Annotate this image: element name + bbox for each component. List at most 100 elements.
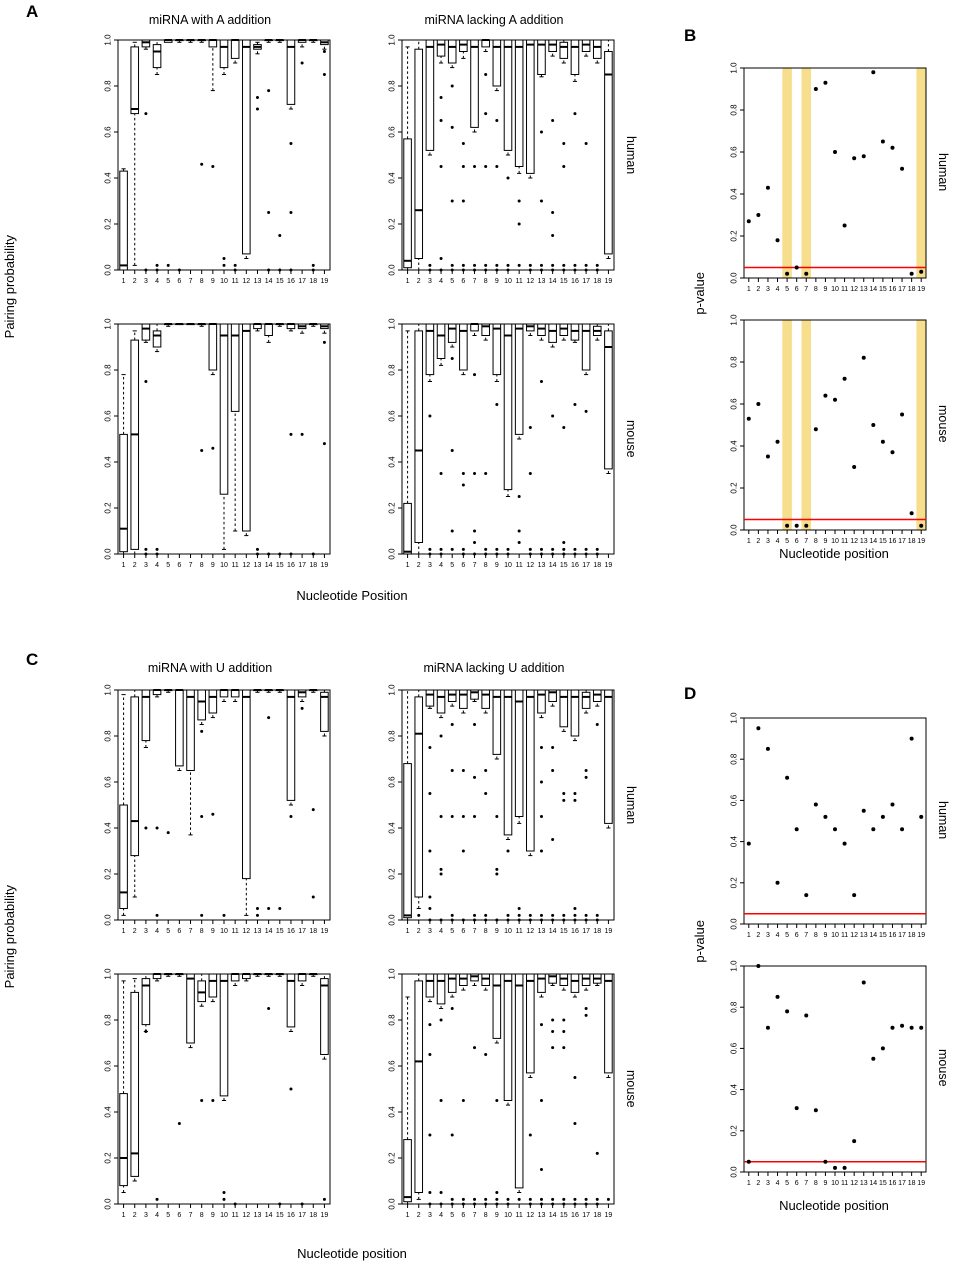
svg-text:19: 19 xyxy=(605,928,613,935)
svg-text:16: 16 xyxy=(287,562,295,569)
svg-text:3: 3 xyxy=(766,1180,770,1187)
svg-text:14: 14 xyxy=(265,278,273,285)
svg-text:11: 11 xyxy=(841,1180,848,1187)
panel-b-x-axis-label: Nucleotide position xyxy=(779,546,889,561)
svg-text:5: 5 xyxy=(785,286,789,293)
boxplot-c-with-u-mouse: 0.00.20.40.60.81.01 2 3 4 5 6 7 8 9 10 11 12 13 14 15 1… xyxy=(104,968,331,1219)
svg-text:0.6: 0.6 xyxy=(388,126,397,138)
svg-text:11: 11 xyxy=(232,928,239,935)
svg-text:0.4: 0.4 xyxy=(104,172,113,184)
svg-text:9: 9 xyxy=(823,932,827,939)
svg-text:19: 19 xyxy=(917,1180,925,1187)
svg-text:1: 1 xyxy=(747,932,751,939)
svg-text:8: 8 xyxy=(200,278,204,285)
svg-text:11: 11 xyxy=(232,278,239,285)
svg-text:6: 6 xyxy=(795,1180,799,1187)
svg-text:7: 7 xyxy=(473,278,477,285)
svg-text:19: 19 xyxy=(321,278,329,285)
svg-text:12: 12 xyxy=(242,928,250,935)
svg-text:4: 4 xyxy=(155,562,159,569)
panel-a-row-label-mouse: mouse xyxy=(624,420,638,458)
svg-text:6: 6 xyxy=(461,928,465,935)
svg-text:16: 16 xyxy=(889,932,897,939)
svg-text:13: 13 xyxy=(254,278,262,285)
svg-text:0.8: 0.8 xyxy=(730,1001,739,1013)
svg-text:4: 4 xyxy=(439,278,443,285)
svg-text:8: 8 xyxy=(200,928,204,935)
svg-text:1: 1 xyxy=(406,928,410,935)
svg-text:0.8: 0.8 xyxy=(104,80,113,92)
svg-text:5: 5 xyxy=(450,278,454,285)
boxplot-a-lacking-a-mouse: 0.00.20.40.60.81.01 2 3 4 5 6 7 8 9 10 11 12 13 14 15 1… xyxy=(388,318,615,569)
svg-text:15: 15 xyxy=(276,562,284,569)
svg-text:0.2: 0.2 xyxy=(388,868,397,880)
boxplot-c-lacking-u-mouse: 0.00.20.40.60.81.01 2 3 4 5 6 7 8 9 10 11 12 13 14 15 1… xyxy=(388,968,615,1219)
svg-text:7: 7 xyxy=(804,538,808,545)
svg-text:5: 5 xyxy=(166,1212,170,1219)
svg-text:13: 13 xyxy=(860,1180,868,1187)
svg-text:19: 19 xyxy=(917,538,925,545)
svg-text:4: 4 xyxy=(776,286,780,293)
svg-text:12: 12 xyxy=(850,932,858,939)
svg-text:5: 5 xyxy=(166,278,170,285)
boxplot-c-lacking-u-human: 0.00.20.40.60.81.01 2 3 4 5 6 7 8 9 10 11 12 13 14 15 1… xyxy=(388,684,615,935)
panel-a-col-title-with: miRNA with A addition xyxy=(148,13,272,27)
svg-text:0.0: 0.0 xyxy=(104,548,113,560)
svg-text:11: 11 xyxy=(516,1212,523,1219)
svg-text:0.4: 0.4 xyxy=(730,188,739,200)
svg-text:2: 2 xyxy=(756,932,760,939)
svg-text:14: 14 xyxy=(265,1212,273,1219)
svg-text:7: 7 xyxy=(473,1212,477,1219)
svg-text:16: 16 xyxy=(571,928,579,935)
svg-text:16: 16 xyxy=(571,562,579,569)
panel-d-row-label-mouse: mouse xyxy=(936,1049,950,1087)
svg-text:0.4: 0.4 xyxy=(104,1106,113,1118)
svg-text:18: 18 xyxy=(908,538,916,545)
panel-d-y-axis-label: p-value xyxy=(692,920,707,963)
svg-text:1.0: 1.0 xyxy=(730,62,739,74)
svg-text:15: 15 xyxy=(879,932,887,939)
svg-text:9: 9 xyxy=(211,928,215,935)
svg-text:15: 15 xyxy=(276,278,284,285)
svg-text:12: 12 xyxy=(242,1212,250,1219)
svg-text:11: 11 xyxy=(232,562,239,569)
svg-text:16: 16 xyxy=(889,1180,897,1187)
svg-text:14: 14 xyxy=(265,928,273,935)
svg-text:18: 18 xyxy=(908,1180,916,1187)
svg-text:19: 19 xyxy=(917,286,925,293)
svg-text:1: 1 xyxy=(122,928,126,935)
svg-text:6: 6 xyxy=(795,286,799,293)
svg-text:1: 1 xyxy=(747,286,751,293)
svg-text:0.4: 0.4 xyxy=(388,1106,397,1118)
svg-text:11: 11 xyxy=(516,562,523,569)
svg-text:0.8: 0.8 xyxy=(104,1014,113,1026)
svg-text:8: 8 xyxy=(484,562,488,569)
svg-text:10: 10 xyxy=(831,538,839,545)
svg-text:17: 17 xyxy=(298,1212,306,1219)
svg-text:5: 5 xyxy=(450,562,454,569)
panel-a-letter: A xyxy=(26,2,39,21)
svg-text:15: 15 xyxy=(560,562,568,569)
svg-text:13: 13 xyxy=(860,932,868,939)
svg-text:0.0: 0.0 xyxy=(388,548,397,560)
panel-a-y-axis-label: Pairing probability xyxy=(2,235,17,339)
svg-text:1: 1 xyxy=(122,1212,126,1219)
svg-text:0.0: 0.0 xyxy=(388,914,397,926)
svg-text:3: 3 xyxy=(766,932,770,939)
svg-text:5: 5 xyxy=(785,538,789,545)
svg-text:16: 16 xyxy=(889,286,897,293)
svg-text:18: 18 xyxy=(593,562,601,569)
svg-text:6: 6 xyxy=(461,1212,465,1219)
svg-text:16: 16 xyxy=(571,1212,579,1219)
svg-text:18: 18 xyxy=(309,1212,317,1219)
svg-text:7: 7 xyxy=(189,1212,193,1219)
scatter-b-pvalue-human: 0.00.20.40.60.81.01 2 3 4 5 6 7 8 9 10 11 12 13 14 15 1… xyxy=(730,62,927,293)
svg-text:0.4: 0.4 xyxy=(730,1083,739,1095)
svg-text:5: 5 xyxy=(166,562,170,569)
svg-text:7: 7 xyxy=(804,1180,808,1187)
boxplot-c-with-u-human: 0.00.20.40.60.81.01 2 3 4 5 6 7 8 9 10 11 12 13 14 15 1… xyxy=(104,684,331,935)
svg-text:16: 16 xyxy=(287,928,295,935)
svg-text:2: 2 xyxy=(756,1180,760,1187)
svg-text:0.4: 0.4 xyxy=(104,456,113,468)
svg-text:13: 13 xyxy=(254,562,262,569)
